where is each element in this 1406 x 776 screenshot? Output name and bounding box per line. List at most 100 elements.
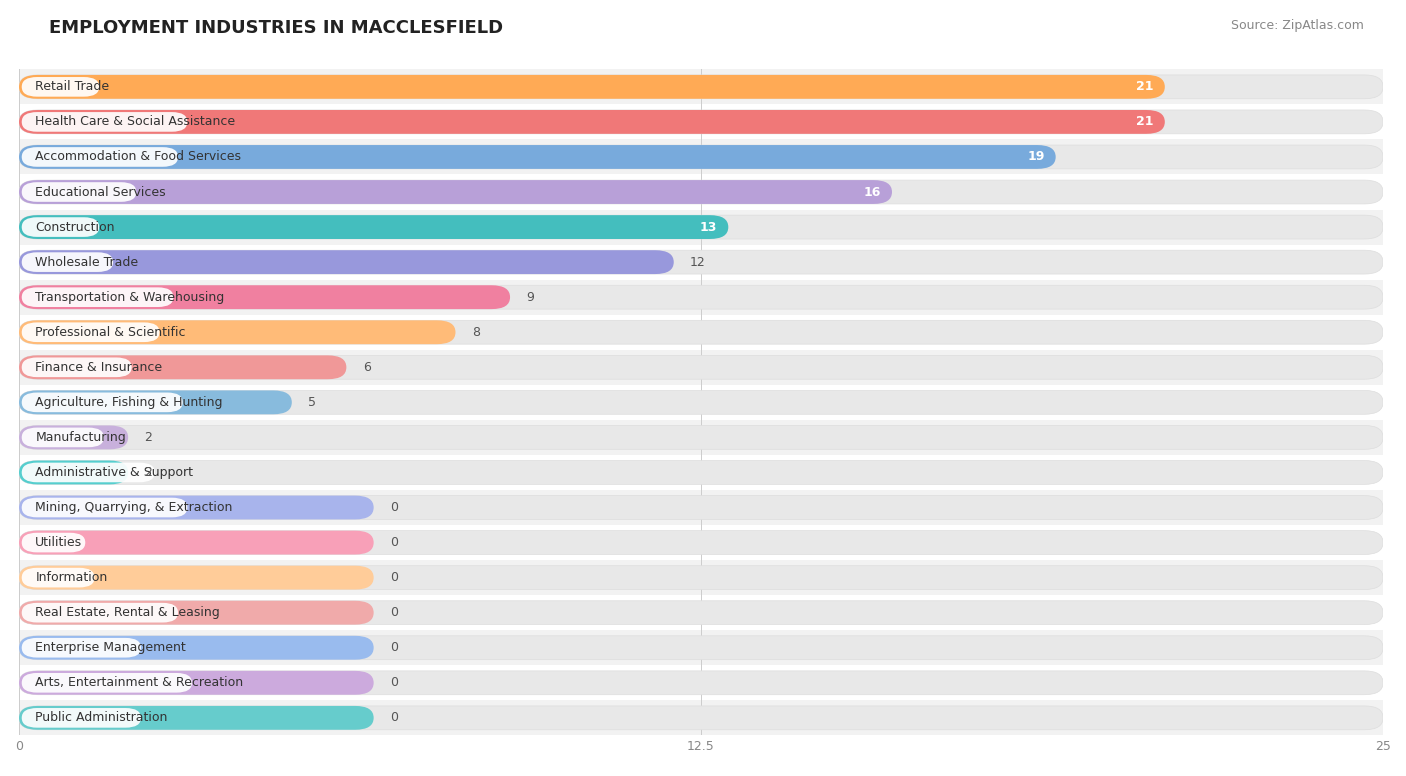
Text: 2: 2 xyxy=(145,466,152,479)
Bar xyxy=(20,279,1384,315)
FancyBboxPatch shape xyxy=(20,355,1384,379)
Text: Manufacturing: Manufacturing xyxy=(35,431,127,444)
Text: Mining, Quarrying, & Extraction: Mining, Quarrying, & Extraction xyxy=(35,501,233,514)
FancyBboxPatch shape xyxy=(20,390,292,414)
FancyBboxPatch shape xyxy=(21,568,94,587)
Text: Accommodation & Food Services: Accommodation & Food Services xyxy=(35,151,242,164)
FancyBboxPatch shape xyxy=(20,566,374,590)
FancyBboxPatch shape xyxy=(20,180,891,204)
FancyBboxPatch shape xyxy=(20,110,1164,133)
Bar xyxy=(20,595,1384,630)
Text: Real Estate, Rental & Leasing: Real Estate, Rental & Leasing xyxy=(35,606,221,619)
FancyBboxPatch shape xyxy=(21,322,159,342)
Text: Public Administration: Public Administration xyxy=(35,712,167,724)
FancyBboxPatch shape xyxy=(20,145,1056,169)
FancyBboxPatch shape xyxy=(21,182,136,202)
Text: Source: ZipAtlas.com: Source: ZipAtlas.com xyxy=(1230,19,1364,33)
FancyBboxPatch shape xyxy=(20,636,1384,660)
Text: 8: 8 xyxy=(472,326,479,339)
FancyBboxPatch shape xyxy=(20,460,1384,484)
Bar xyxy=(20,175,1384,210)
FancyBboxPatch shape xyxy=(20,496,1384,519)
FancyBboxPatch shape xyxy=(20,671,1384,695)
FancyBboxPatch shape xyxy=(20,706,1384,729)
FancyBboxPatch shape xyxy=(21,428,104,447)
Bar xyxy=(20,244,1384,279)
Text: 0: 0 xyxy=(389,712,398,724)
FancyBboxPatch shape xyxy=(20,636,374,660)
FancyBboxPatch shape xyxy=(21,533,86,553)
Text: 21: 21 xyxy=(1136,81,1154,93)
FancyBboxPatch shape xyxy=(21,708,141,728)
FancyBboxPatch shape xyxy=(21,673,193,693)
Text: 12: 12 xyxy=(690,255,706,268)
FancyBboxPatch shape xyxy=(21,638,141,657)
Bar xyxy=(20,490,1384,525)
FancyBboxPatch shape xyxy=(20,425,128,449)
FancyBboxPatch shape xyxy=(20,75,1164,99)
Bar xyxy=(20,525,1384,560)
Text: Arts, Entertainment & Recreation: Arts, Entertainment & Recreation xyxy=(35,677,243,689)
FancyBboxPatch shape xyxy=(20,75,1384,99)
FancyBboxPatch shape xyxy=(21,603,179,622)
Text: 9: 9 xyxy=(526,291,534,303)
FancyBboxPatch shape xyxy=(20,601,1384,625)
Text: 13: 13 xyxy=(700,220,717,234)
FancyBboxPatch shape xyxy=(20,320,1384,345)
Text: Finance & Insurance: Finance & Insurance xyxy=(35,361,163,374)
FancyBboxPatch shape xyxy=(20,215,1384,239)
FancyBboxPatch shape xyxy=(21,462,155,482)
Bar xyxy=(20,665,1384,700)
Text: Administrative & Support: Administrative & Support xyxy=(35,466,194,479)
Text: 0: 0 xyxy=(389,677,398,689)
Text: Information: Information xyxy=(35,571,108,584)
Text: 16: 16 xyxy=(863,185,882,199)
FancyBboxPatch shape xyxy=(21,252,112,272)
Text: EMPLOYMENT INDUSTRIES IN MACCLESFIELD: EMPLOYMENT INDUSTRIES IN MACCLESFIELD xyxy=(49,19,503,37)
Text: 21: 21 xyxy=(1136,116,1154,128)
FancyBboxPatch shape xyxy=(20,286,510,309)
FancyBboxPatch shape xyxy=(21,287,173,307)
FancyBboxPatch shape xyxy=(21,112,187,132)
Bar xyxy=(20,210,1384,244)
FancyBboxPatch shape xyxy=(21,217,100,237)
Text: Agriculture, Fishing & Hunting: Agriculture, Fishing & Hunting xyxy=(35,396,224,409)
Text: Transportation & Warehousing: Transportation & Warehousing xyxy=(35,291,225,303)
Text: 2: 2 xyxy=(145,431,152,444)
FancyBboxPatch shape xyxy=(21,393,183,412)
Text: Enterprise Management: Enterprise Management xyxy=(35,641,186,654)
Bar xyxy=(20,140,1384,175)
FancyBboxPatch shape xyxy=(20,286,1384,309)
Bar xyxy=(20,700,1384,736)
Bar xyxy=(20,455,1384,490)
FancyBboxPatch shape xyxy=(20,496,374,519)
Text: Utilities: Utilities xyxy=(35,536,83,549)
Bar xyxy=(20,630,1384,665)
FancyBboxPatch shape xyxy=(20,215,728,239)
FancyBboxPatch shape xyxy=(20,531,374,555)
FancyBboxPatch shape xyxy=(20,320,456,345)
Bar xyxy=(20,385,1384,420)
FancyBboxPatch shape xyxy=(20,706,374,729)
FancyBboxPatch shape xyxy=(20,250,673,274)
FancyBboxPatch shape xyxy=(20,460,128,484)
Text: 0: 0 xyxy=(389,641,398,654)
FancyBboxPatch shape xyxy=(20,531,1384,555)
Text: 19: 19 xyxy=(1028,151,1045,164)
Text: Health Care & Social Assistance: Health Care & Social Assistance xyxy=(35,116,235,128)
FancyBboxPatch shape xyxy=(21,358,132,377)
FancyBboxPatch shape xyxy=(20,355,346,379)
FancyBboxPatch shape xyxy=(20,601,374,625)
FancyBboxPatch shape xyxy=(21,77,100,97)
Text: 0: 0 xyxy=(389,606,398,619)
Bar xyxy=(20,69,1384,105)
Text: Professional & Scientific: Professional & Scientific xyxy=(35,326,186,339)
Text: Retail Trade: Retail Trade xyxy=(35,81,110,93)
Bar xyxy=(20,350,1384,385)
Bar xyxy=(20,105,1384,140)
Bar xyxy=(20,560,1384,595)
FancyBboxPatch shape xyxy=(21,497,187,518)
Text: 5: 5 xyxy=(308,396,316,409)
FancyBboxPatch shape xyxy=(20,180,1384,204)
FancyBboxPatch shape xyxy=(20,671,374,695)
